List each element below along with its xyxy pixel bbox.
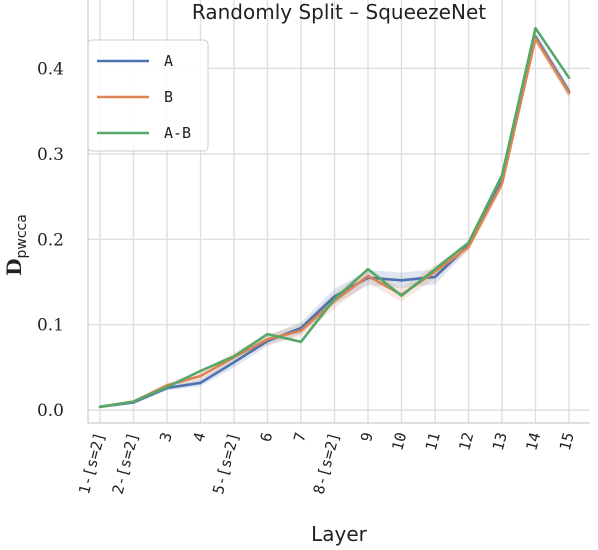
- series-lines: [98, 26, 571, 409]
- series-line: [98, 26, 571, 409]
- y-tick-label: 0.1: [37, 316, 64, 336]
- y-axis-label-subscript: pwcca: [14, 214, 30, 258]
- legend-label: A-B: [164, 124, 191, 142]
- x-tick-label: 3: [156, 430, 176, 443]
- x-tick-label: 10: [388, 430, 410, 452]
- x-tick-label: 6: [257, 430, 277, 443]
- x-tick-label: 7: [290, 430, 310, 443]
- x-tick-label: 11: [422, 430, 444, 452]
- x-tick-labels: 1-[s=2] 2-[s=2] 3 4 5-[s=2] 6 7 8-[s=2] 9 10 11 12 1…: [75, 430, 578, 496]
- y-tick-label: 0.0: [37, 401, 64, 421]
- y-tick-labels: 0.0 0.1 0.2 0.3 0.4: [37, 59, 64, 421]
- y-axis-label-main: D: [2, 258, 26, 275]
- x-tick-label: 15: [556, 430, 578, 452]
- x-tick-label: 8-[s=2]: [310, 430, 344, 496]
- x-tick-label: 2-[s=2]: [109, 430, 143, 496]
- legend: AB A-B: [87, 39, 209, 152]
- legend-box: [87, 39, 209, 152]
- legend-label: A: [164, 52, 173, 70]
- y-tick-label: 0.2: [37, 230, 64, 250]
- x-tick-label: 9: [357, 430, 377, 443]
- grid: [88, 0, 590, 423]
- legend-items: AB A-B: [97, 52, 191, 142]
- x-tick-label: 1-[s=2]: [75, 430, 109, 496]
- chart-title: Randomly Split – SqueezeNet: [192, 0, 486, 24]
- x-tick-label: 4: [190, 430, 210, 443]
- y-axis-label: Dpwcca: [2, 214, 30, 276]
- y-tick-label: 0.4: [37, 59, 64, 79]
- x-tick-label: 13: [489, 430, 511, 452]
- legend-label: B: [164, 88, 173, 106]
- x-tick-label: 14: [522, 430, 544, 452]
- y-tick-label: 0.3: [37, 145, 64, 165]
- x-tick-label: 12: [455, 430, 477, 452]
- x-tick-label: 5-[s=2]: [209, 430, 243, 496]
- x-axis-label: Layer: [311, 522, 368, 546]
